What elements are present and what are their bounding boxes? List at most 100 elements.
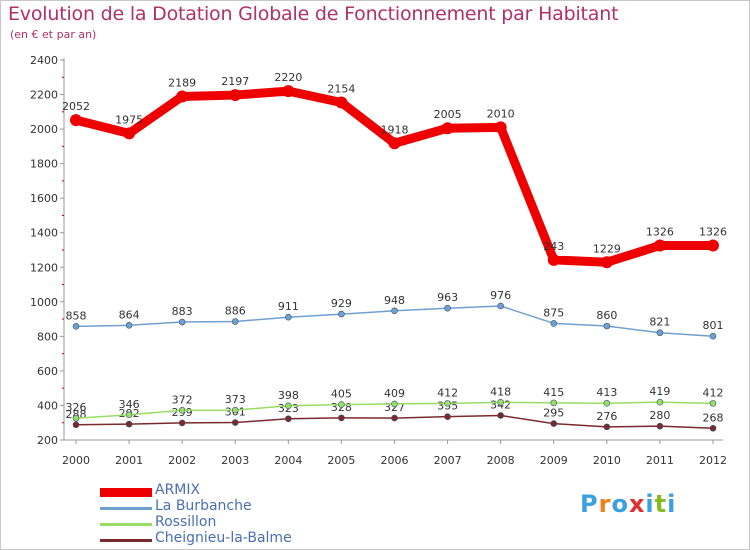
data-point-armix [494, 121, 507, 134]
data-label-la-burbanche: 948 [384, 294, 405, 307]
data-point-armix [176, 90, 189, 103]
brand-letter: r [598, 490, 612, 518]
data-label-rossillon: 372 [172, 393, 193, 406]
legend-swatch-cheignieu-la-balme [100, 539, 152, 542]
data-point-rossillon [338, 401, 345, 408]
data-label-cheignieu-la-balme: 295 [543, 407, 564, 420]
data-point-cheignieu-la-balme [338, 414, 345, 422]
x-tick-label: 2003 [221, 454, 249, 467]
x-tick-label: 2002 [168, 454, 196, 467]
legend-label-la-burbanche: La Burbanche [155, 498, 252, 514]
x-tick-label: 2000 [62, 454, 90, 467]
y-tick-label: 1400 [30, 227, 58, 240]
data-point-cheignieu-la-balme [603, 423, 611, 431]
data-point-rossillon [231, 406, 239, 414]
y-tick-label: 600 [37, 365, 58, 378]
data-label-la-burbanche: 883 [172, 305, 193, 318]
brand-letter: i [645, 490, 655, 518]
data-point-la-burbanche [444, 304, 451, 312]
data-point-la-burbanche [125, 322, 133, 329]
data-label-la-burbanche: 860 [596, 309, 617, 322]
data-point-cheignieu-la-balme [444, 413, 451, 420]
data-label-armix: 2197 [221, 75, 249, 88]
data-label-la-burbanche: 963 [437, 291, 458, 304]
y-tick-label: 1600 [30, 192, 58, 205]
data-label-armix: 1918 [381, 123, 409, 136]
legend-label-rossillon: Rossillon [155, 514, 217, 530]
data-label-armix: 1326 [699, 226, 727, 239]
data-point-cheignieu-la-balme [497, 412, 504, 419]
brand-letter: i [667, 490, 677, 518]
x-tick-label: 2007 [434, 454, 462, 467]
data-label-armix: 2189 [168, 76, 196, 89]
legend-label-cheignieu-la-balme: Cheignieu-la-Balme [155, 530, 292, 546]
y-tick-label: 2200 [30, 89, 58, 102]
data-point-cheignieu-la-balme [285, 415, 292, 423]
data-label-armix: 2010 [487, 107, 515, 120]
data-label-armix: 2220 [274, 71, 302, 84]
y-tick-label: 1000 [30, 296, 58, 309]
data-point-la-burbanche [231, 318, 239, 325]
data-label-armix: 1326 [646, 226, 674, 239]
data-point-armix [707, 239, 719, 252]
data-point-la-burbanche [550, 320, 558, 327]
brand-letter: t [654, 490, 668, 518]
data-point-la-burbanche [656, 329, 664, 337]
y-tick-label: 200 [37, 434, 58, 447]
brand-letter: x [628, 490, 646, 518]
data-point-armix [388, 137, 401, 150]
data-point-la-burbanche [603, 322, 611, 330]
data-label-armix: 1975 [115, 113, 143, 126]
series-line-armix [71, 86, 718, 267]
data-point-cheignieu-la-balme [391, 414, 398, 422]
data-label-rossillon: 409 [384, 387, 405, 400]
data-point-rossillon [497, 399, 504, 406]
data-label-rossillon: 413 [596, 386, 617, 399]
chart-subtitle: (en € et par an) [10, 28, 97, 41]
x-tick-label: 2001 [115, 454, 143, 467]
data-point-rossillon [391, 400, 398, 408]
x-tick-label: 2008 [487, 454, 515, 467]
brand-logo: Proxiti [580, 490, 676, 518]
y-tick-label: 2400 [30, 54, 58, 67]
data-point-rossillon [72, 414, 80, 422]
data-point-la-burbanche [709, 332, 717, 340]
data-point-rossillon [285, 402, 292, 410]
data-point-armix [600, 256, 613, 269]
data-label-cheignieu-la-balme: 280 [649, 409, 670, 422]
x-tick-label: 2006 [381, 454, 409, 467]
data-label-la-burbanche: 875 [543, 306, 564, 319]
data-point-cheignieu-la-balme [550, 420, 558, 427]
data-point-rossillon [178, 406, 186, 414]
data-point-cheignieu-la-balme [178, 419, 186, 427]
data-label-armix: 2005 [434, 108, 462, 121]
data-label-la-burbanche: 911 [278, 300, 299, 313]
data-label-armix: 243 [543, 240, 564, 253]
chart-title: Evolution de la Dotation Globale de Fonc… [8, 3, 619, 25]
data-label-rossillon: 419 [649, 385, 670, 398]
data-label-armix: 1229 [593, 242, 621, 255]
x-tick-label: 2004 [274, 454, 302, 467]
data-label-rossillon: 412 [437, 386, 458, 399]
y-tick-label: 400 [37, 399, 58, 412]
data-label-armix: 2052 [62, 100, 90, 113]
data-label-rossillon: 373 [225, 393, 246, 406]
data-label-rossillon: 418 [490, 385, 511, 398]
data-label-la-burbanche: 821 [649, 316, 670, 329]
data-point-rossillon [603, 399, 611, 407]
data-label-la-burbanche: 801 [703, 319, 724, 332]
data-point-la-burbanche [285, 313, 292, 321]
data-label-rossillon: 326 [66, 401, 87, 414]
data-point-rossillon [550, 399, 558, 407]
data-label-la-burbanche: 886 [225, 305, 246, 318]
data-point-la-burbanche [338, 310, 345, 318]
data-point-rossillon [125, 411, 133, 419]
legend-swatch-la-burbanche [100, 507, 152, 510]
data-label-la-burbanche: 976 [490, 289, 511, 302]
legend-swatch-rossillon [100, 523, 152, 526]
data-label-rossillon: 398 [278, 389, 299, 402]
data-label-rossillon: 415 [543, 386, 564, 399]
data-label-armix: 2154 [327, 82, 355, 95]
data-label-rossillon: 346 [119, 398, 140, 411]
